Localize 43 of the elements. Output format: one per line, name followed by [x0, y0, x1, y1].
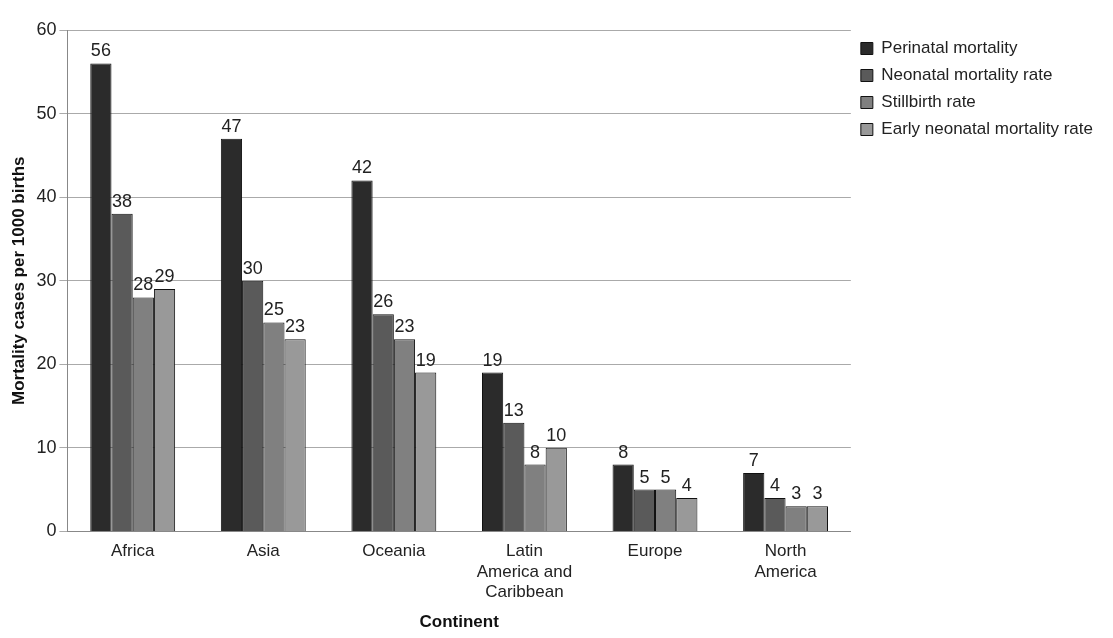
data-label: 19 — [482, 349, 503, 370]
y-axis-title: Mortality cases per 1000 births — [8, 156, 28, 405]
x-tick-label: Asia — [246, 541, 281, 561]
legend-label: Perinatal mortality — [881, 38, 1018, 58]
x-tick-label: Europe — [627, 541, 683, 561]
data-label: 25 — [263, 299, 284, 320]
data-label: 56 — [90, 40, 111, 61]
data-label: 42 — [352, 157, 373, 178]
x-axis-title: Continent — [419, 612, 500, 632]
data-label: 8 — [530, 441, 541, 462]
y-tick-label: 30 — [36, 269, 57, 290]
x-tick-label: Latin America and Caribbean — [476, 541, 573, 602]
legend-label: Stillbirth rate — [881, 92, 976, 112]
data-label: 38 — [112, 190, 133, 211]
legend-label: Early neonatal mortality rate — [881, 119, 1093, 139]
data-label: 4 — [681, 474, 692, 495]
data-label: 3 — [791, 483, 802, 504]
x-tick-label: Africa — [110, 541, 155, 561]
x-tick-label: North America — [754, 541, 818, 581]
y-tick-label: 60 — [36, 18, 57, 39]
data-label: 23 — [394, 316, 415, 337]
data-label: 13 — [503, 399, 524, 420]
legend-label: Neonatal mortality rate — [881, 65, 1053, 85]
data-label: 26 — [373, 291, 394, 312]
y-tick-label: 10 — [36, 436, 57, 457]
data-label: 47 — [221, 115, 242, 136]
data-label: 28 — [133, 274, 154, 295]
data-label: 5 — [660, 466, 671, 487]
data-label: 5 — [639, 466, 650, 487]
data-label: 30 — [242, 257, 263, 278]
data-label: 23 — [285, 316, 306, 337]
data-label: 19 — [415, 349, 436, 370]
data-label: 8 — [618, 441, 629, 462]
y-tick-label: 20 — [36, 353, 57, 374]
data-label: 29 — [154, 266, 175, 287]
y-tick-label: 50 — [36, 102, 57, 123]
x-tick-label: Oceania — [362, 541, 427, 561]
data-label: 3 — [812, 483, 823, 504]
y-tick-label: 0 — [46, 520, 57, 541]
data-label: 10 — [546, 424, 567, 445]
y-tick-label: 40 — [36, 186, 57, 207]
data-label: 4 — [769, 474, 780, 495]
data-label: 7 — [748, 449, 759, 470]
